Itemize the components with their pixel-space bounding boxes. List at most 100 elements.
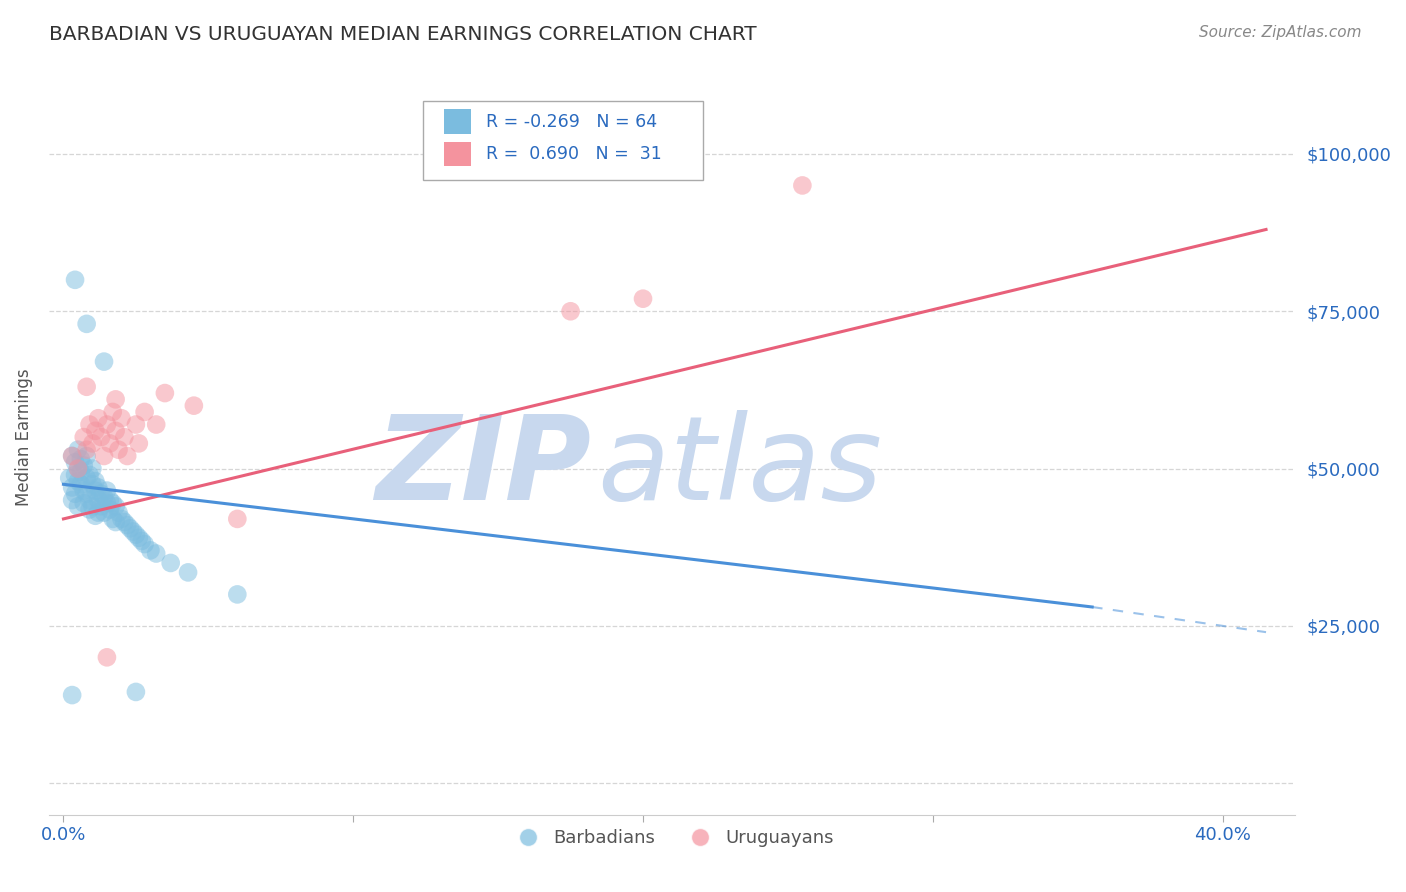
Point xyxy=(128,531,150,545)
Point xyxy=(82,461,104,475)
Point xyxy=(60,449,83,463)
Point xyxy=(66,461,89,475)
Point xyxy=(560,304,582,318)
Point xyxy=(98,436,121,450)
Point xyxy=(79,417,101,432)
Point xyxy=(101,512,124,526)
Point xyxy=(112,430,135,444)
Point xyxy=(66,442,89,457)
Bar xyxy=(444,142,471,166)
Bar xyxy=(444,110,471,134)
Point xyxy=(82,436,104,450)
Point xyxy=(73,483,96,498)
Y-axis label: Median Earnings: Median Earnings xyxy=(15,368,32,506)
Point xyxy=(60,480,83,494)
Point xyxy=(792,178,814,193)
Text: Source: ZipAtlas.com: Source: ZipAtlas.com xyxy=(1198,25,1361,40)
Point xyxy=(122,524,145,539)
Point xyxy=(139,543,162,558)
Point xyxy=(104,515,127,529)
Point xyxy=(82,477,104,491)
Point xyxy=(90,487,112,501)
Point xyxy=(145,417,167,432)
Point xyxy=(76,317,98,331)
Point xyxy=(84,483,107,498)
Point xyxy=(226,587,249,601)
Point xyxy=(115,518,138,533)
Point xyxy=(93,449,115,463)
Point xyxy=(153,386,176,401)
Point xyxy=(73,430,96,444)
Point xyxy=(112,515,135,529)
Point xyxy=(98,502,121,516)
Point xyxy=(98,493,121,508)
Point xyxy=(90,500,112,514)
Point xyxy=(87,411,110,425)
Point xyxy=(226,512,249,526)
Point xyxy=(96,650,118,665)
Point xyxy=(79,467,101,482)
Point xyxy=(79,502,101,516)
Point xyxy=(87,506,110,520)
Point xyxy=(82,500,104,514)
Point xyxy=(177,566,200,580)
Point xyxy=(93,490,115,504)
Point xyxy=(84,474,107,488)
Point xyxy=(84,424,107,438)
Point xyxy=(101,496,124,510)
Point xyxy=(107,442,129,457)
Legend: Barbadians, Uruguayans: Barbadians, Uruguayans xyxy=(503,822,841,855)
Point xyxy=(93,506,115,520)
Point xyxy=(104,424,127,438)
Point xyxy=(58,471,80,485)
Point xyxy=(134,537,156,551)
Point xyxy=(134,405,156,419)
Point xyxy=(120,521,142,535)
Point xyxy=(70,477,93,491)
Point xyxy=(631,292,654,306)
Point xyxy=(76,449,98,463)
Point xyxy=(107,506,129,520)
Point xyxy=(110,512,132,526)
Point xyxy=(63,455,86,469)
Point xyxy=(60,688,83,702)
Point xyxy=(63,487,86,501)
Text: ZIP: ZIP xyxy=(375,409,591,524)
Point xyxy=(96,483,118,498)
Text: R = -0.269   N = 64: R = -0.269 N = 64 xyxy=(486,112,658,130)
Point xyxy=(93,354,115,368)
Point xyxy=(66,461,89,475)
Point xyxy=(101,405,124,419)
Point xyxy=(70,465,93,479)
Point xyxy=(96,496,118,510)
Point xyxy=(96,417,118,432)
Point xyxy=(145,547,167,561)
Point xyxy=(90,430,112,444)
Text: atlas: atlas xyxy=(598,410,882,524)
Point xyxy=(63,467,86,482)
Point xyxy=(125,417,148,432)
Point xyxy=(87,493,110,508)
Point xyxy=(104,500,127,514)
Point xyxy=(84,508,107,523)
Point xyxy=(73,496,96,510)
Point xyxy=(76,442,98,457)
Point xyxy=(183,399,205,413)
Point xyxy=(63,273,86,287)
Text: R =  0.690   N =  31: R = 0.690 N = 31 xyxy=(486,145,662,162)
Point xyxy=(60,449,83,463)
Point xyxy=(76,487,98,501)
Point xyxy=(76,471,98,485)
Point xyxy=(66,474,89,488)
Point xyxy=(70,452,93,467)
FancyBboxPatch shape xyxy=(423,101,703,180)
Point xyxy=(125,685,148,699)
Point xyxy=(104,392,127,407)
Point xyxy=(60,493,83,508)
Point xyxy=(73,458,96,473)
Point xyxy=(128,436,150,450)
Point xyxy=(79,493,101,508)
Point xyxy=(76,380,98,394)
Text: BARBADIAN VS URUGUAYAN MEDIAN EARNINGS CORRELATION CHART: BARBADIAN VS URUGUAYAN MEDIAN EARNINGS C… xyxy=(49,25,756,44)
Point xyxy=(87,480,110,494)
